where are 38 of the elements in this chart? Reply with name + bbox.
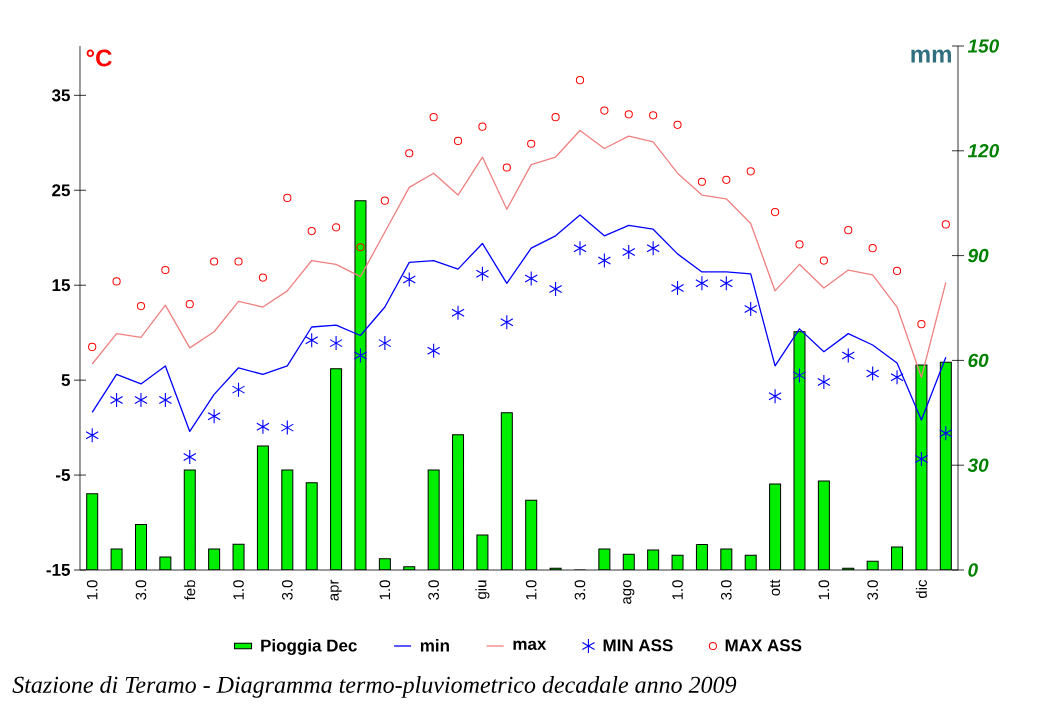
y-tick-label: 15 [52,279,70,292]
x-tick-label: ott [770,579,781,596]
y2-tick-label: 60 [968,353,989,368]
x-tick-label: 1.0 [818,580,830,600]
legend-label: Pioggia Dec [261,639,357,655]
x-tick-label: 3.0 [282,580,293,600]
x-tick-label: 3.0 [867,580,878,600]
x-tick-label: 1.0 [672,580,683,600]
y-tick-label: 35 [51,89,70,102]
y-tick-label: 25 [52,184,70,197]
legend-label: max [513,640,547,650]
x-tick-label: 1.0 [525,580,537,600]
x-tick-label: 1.0 [233,580,244,600]
x-tick-label: 3.0 [574,580,586,600]
y-axis-title: °C [86,49,112,67]
y2-tick-label: 90 [967,248,989,263]
legend-label: MIN ASS [603,639,673,652]
y2-tick-label: 150 [967,39,1000,53]
y2-tick-label: 30 [967,458,989,472]
x-tick-label: 1.0 [86,580,98,600]
x-tick-label: dic [915,579,927,599]
x-tick-label: 3.0 [428,580,439,600]
x-tick-label: 3.0 [721,580,732,600]
y-tick-label: 5 [61,374,70,387]
legend-label: min [420,639,449,652]
x-tick-label: 1.0 [379,580,391,600]
y2-axis-title: mm [911,49,951,63]
y-tick-label: -15 [46,564,70,576]
x-tick-label: 3.0 [135,580,147,600]
x-tick-label: ago [623,580,635,604]
x-tick-label: apr [330,579,342,601]
x-tick-label: feb [184,580,196,601]
y-tick-label: -5 [56,469,70,482]
text: Stazione di Teramo - Diagramma termo-pluviometrico decadale anno 2009 [12,676,737,698]
legend-label: MAX ASS [725,639,802,652]
y2-tick-label: 120 [967,144,1000,158]
y2-tick-label: 0 [968,563,978,577]
x-tick-label: giu [475,580,490,599]
